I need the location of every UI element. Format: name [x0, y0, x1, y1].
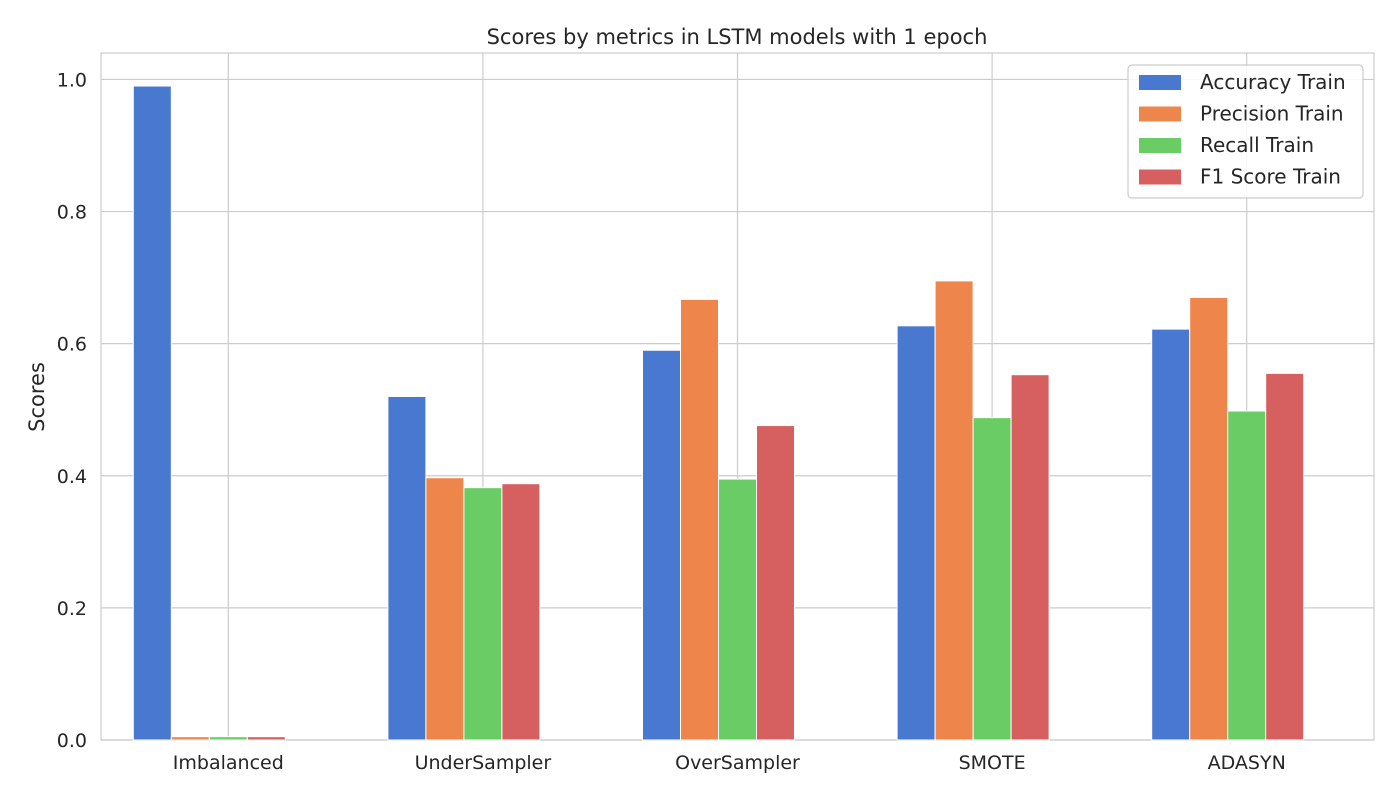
bar [642, 349, 681, 741]
bar [1227, 410, 1267, 741]
bar [756, 425, 795, 741]
bar [896, 325, 936, 741]
legend-label: Recall Train [1200, 133, 1314, 157]
y-axis-label: Scores [25, 362, 49, 432]
bar [387, 396, 427, 741]
bar [934, 280, 974, 741]
bar [1265, 372, 1305, 741]
y-tick-label: 0.6 [57, 334, 87, 356]
bar [501, 483, 541, 741]
legend: Accuracy Train Precision Train Recall Trai… [1127, 64, 1364, 199]
y-tick-label: 0.4 [57, 466, 87, 488]
bar [208, 736, 248, 741]
bar [718, 478, 757, 741]
x-tick-label: UnderSampler [415, 752, 552, 774]
y-tick-label: 0.0 [57, 730, 87, 752]
x-tick-label: Imbalanced [173, 752, 284, 774]
bar [246, 736, 286, 741]
bar [1189, 296, 1229, 741]
x-tick-label: SMOTE [959, 752, 1026, 774]
bar [463, 487, 503, 741]
chart-title: Scores by metrics in LSTM models with 1 … [487, 25, 988, 49]
bar [972, 417, 1012, 741]
y-tick-label: 0.2 [57, 598, 87, 620]
legend-swatch [1139, 75, 1181, 90]
bars [132, 85, 1305, 741]
bar [170, 736, 210, 741]
legend-label: Accuracy Train [1200, 70, 1346, 94]
bar [425, 477, 465, 741]
x-tick-labels: Imbalanced UnderSampler OverSampler SMOTE AD… [173, 752, 1286, 774]
y-tick-labels: 0.0 0.2 0.4 0.6 0.8 1.0 [57, 69, 87, 752]
bar [1151, 328, 1191, 741]
legend-swatch [1139, 138, 1181, 153]
legend-swatch [1139, 169, 1181, 185]
x-tick-label: ADASYN [1208, 752, 1286, 774]
y-tick-label: 0.8 [57, 202, 87, 224]
x-tick-label: OverSampler [675, 752, 800, 774]
y-tick-label: 1.0 [57, 69, 87, 91]
legend-swatch [1139, 106, 1181, 122]
legend-label: Precision Train [1200, 102, 1344, 126]
legend-label: F1 Score Train [1200, 165, 1341, 189]
bar [1010, 374, 1050, 741]
bar [132, 85, 172, 741]
legend-box [1127, 64, 1364, 199]
bar [680, 298, 719, 741]
